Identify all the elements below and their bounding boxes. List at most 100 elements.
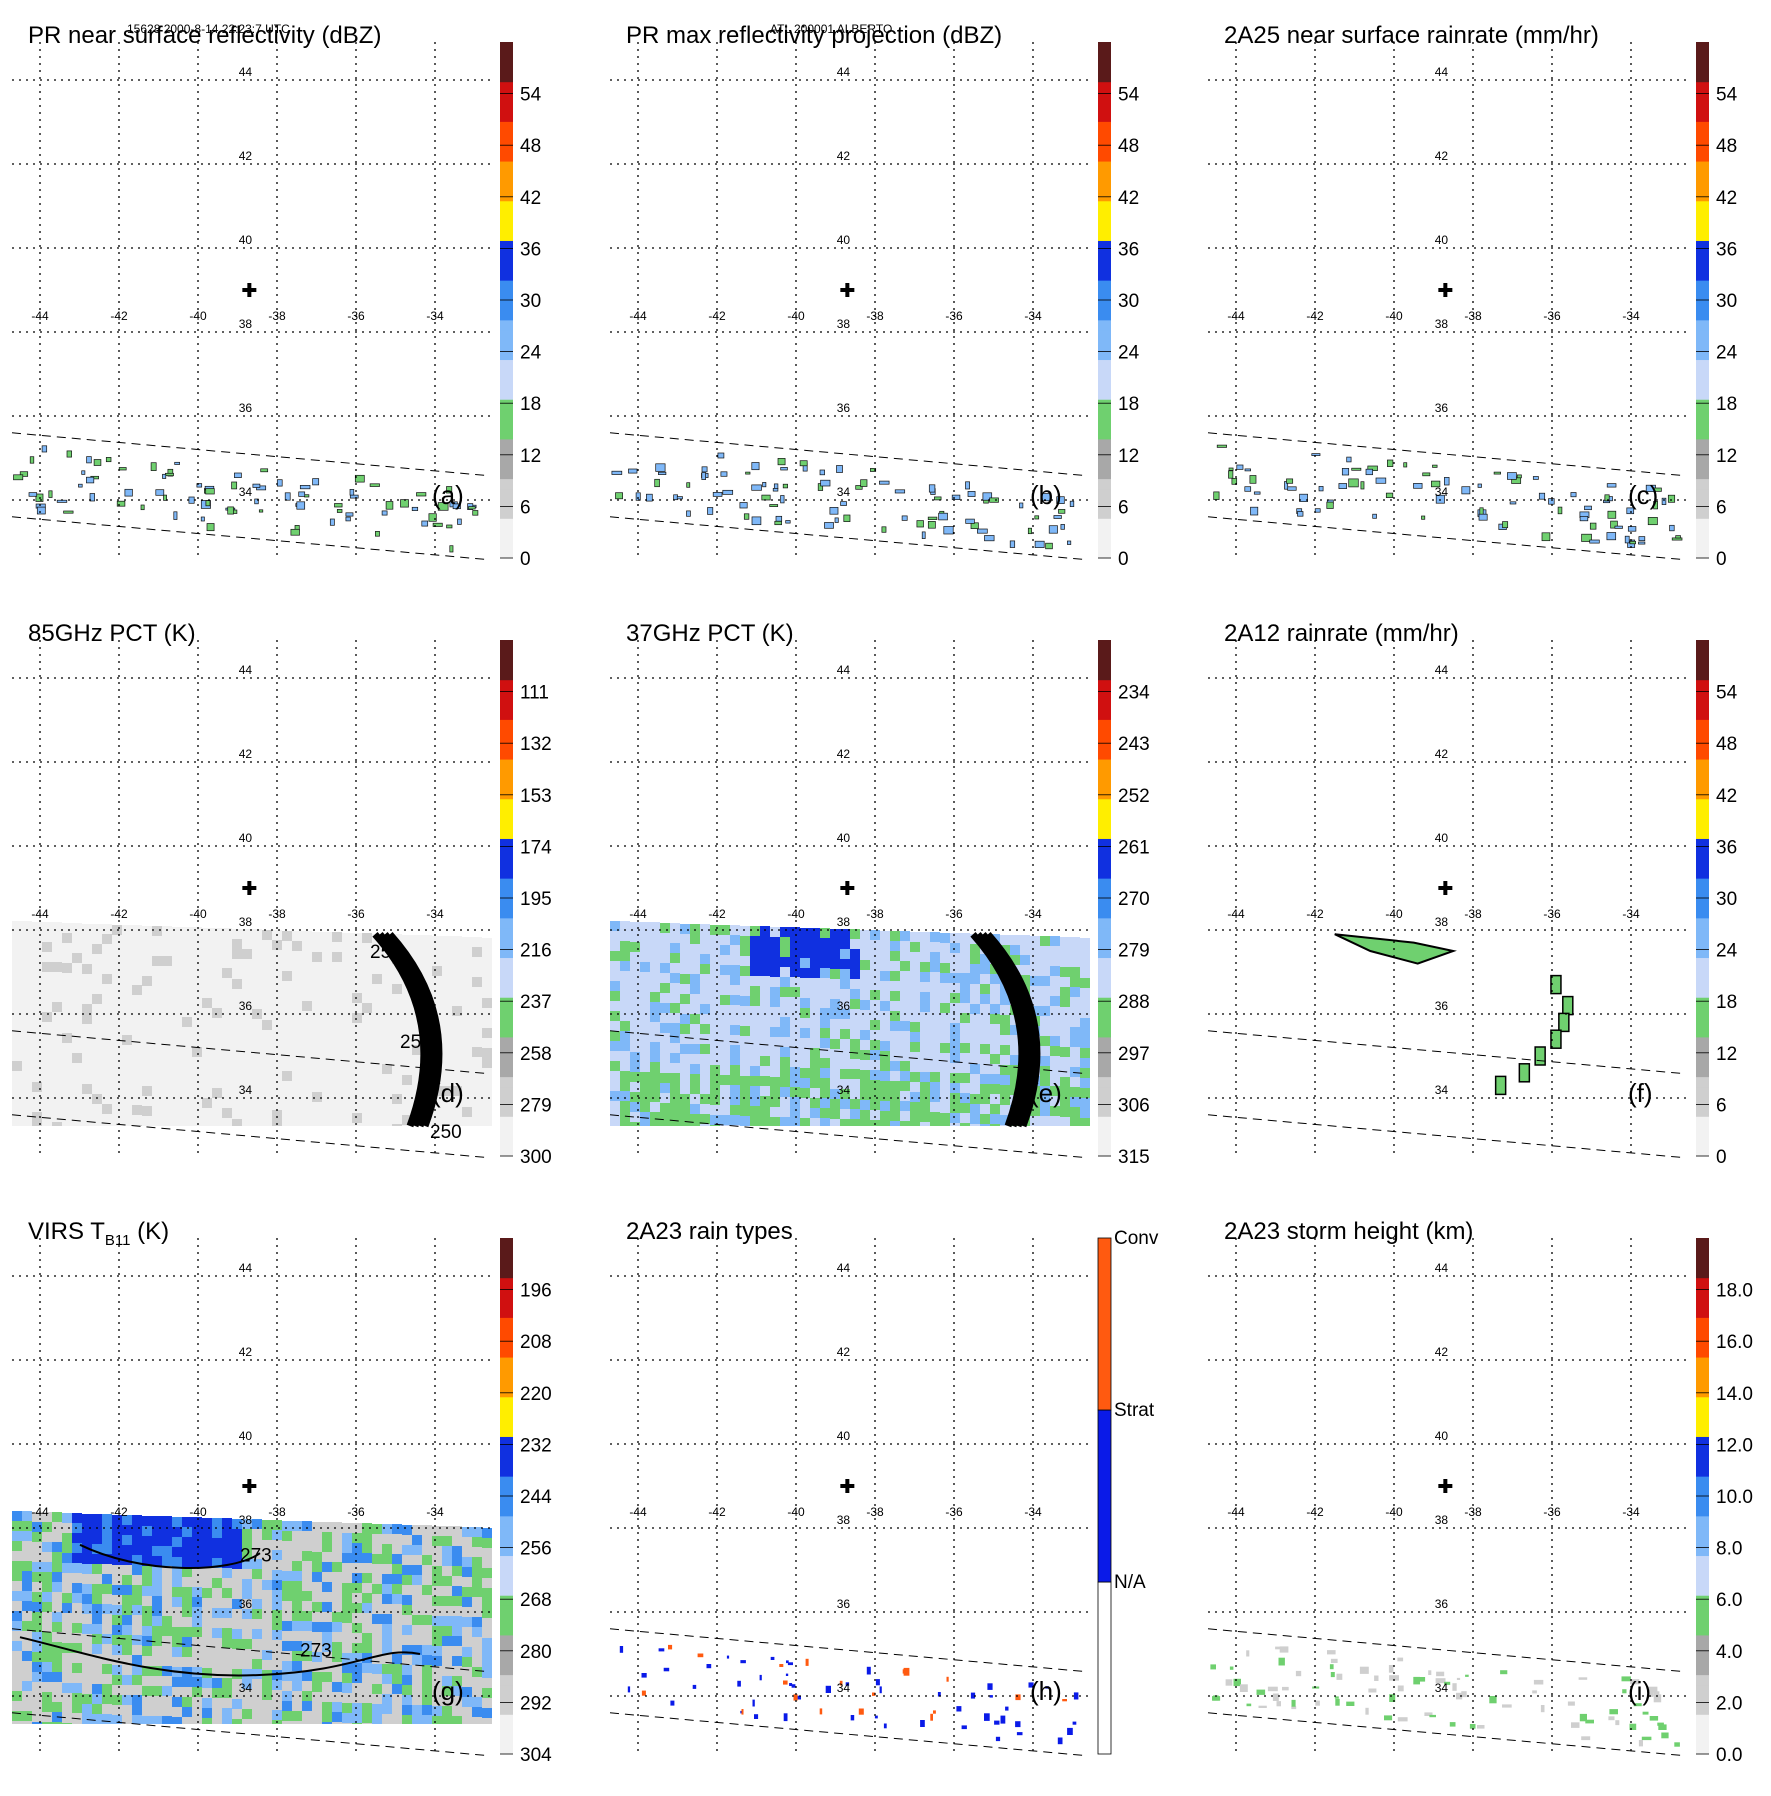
contour-label: 250 [400,1032,432,1053]
panel-title: 85GHz PCT (K) [28,620,196,647]
colorbar-step [1696,798,1709,810]
colorbar-step [500,339,513,351]
lon-tick-label: -36 [1543,309,1561,323]
colorbar-step [1696,739,1709,750]
colorbar-step [1696,788,1709,800]
colorbar-step [500,1347,513,1358]
panel-letter: (c) [1628,480,1659,510]
colorbar-step [1696,419,1709,430]
colorbar-step [500,1357,513,1368]
lon-tick-label: -36 [347,907,365,921]
colorbar-step [500,1714,513,1725]
lat-tick-label: 40 [239,831,253,845]
colorbar-step [500,769,513,780]
colorbar-step [1098,1076,1111,1088]
lat-tick-label: 34 [1435,485,1449,499]
colorbar-step [500,907,513,919]
colorbar-step [1696,1357,1709,1368]
colorbar-step [500,1238,513,1249]
colorbar-step [500,329,513,341]
colorbar-step [1696,1367,1709,1378]
colorbar-step [500,1525,513,1537]
colorbar-step [1696,1136,1709,1147]
colorbar-step [1696,319,1709,331]
colorbar-step [500,548,513,559]
colorbar-step [1696,200,1709,212]
lat-tick-label: 40 [837,1429,851,1443]
colorbar-step [1696,749,1709,760]
panel-letter: (f) [1628,1078,1653,1108]
colorbar-step [1098,180,1111,192]
colorbar-step [1696,927,1709,939]
colorbar-step [1098,878,1111,889]
colorbar-step [500,498,513,509]
colorbar-step [1696,1116,1709,1127]
lon-tick-label: -44 [31,1505,49,1519]
colorbar-tick-label: 111 [520,683,549,704]
colorbar-step [500,1297,513,1308]
swath-edge-line [1207,1712,1685,1757]
colorbar-step [1696,81,1709,93]
colorbar-step [1098,898,1111,909]
lat-tick-label: 40 [1435,1429,1449,1443]
colorbar-step [1696,888,1709,899]
panel-letter: (i) [1628,1676,1652,1706]
lat-tick-label: 34 [239,485,253,499]
colorbar-step [500,729,513,740]
colorbar-tick-label: 6 [1716,497,1727,518]
colorbar-step [1696,250,1709,261]
colorbar-step [500,1116,513,1127]
colorbar-tick-label: 315 [1118,1147,1150,1168]
swath-edge-line [1207,1114,1685,1159]
colorbar-step [500,987,513,998]
colorbar-step [500,309,513,321]
colorbar-step [500,818,513,830]
colorbar-step [500,1247,513,1259]
colorbar-tick-label: 42 [520,188,541,209]
colorbar-step [1696,240,1709,251]
colorbar-step [1696,759,1709,770]
colorbar-step [1696,91,1709,103]
colorbar-step [1098,91,1111,103]
colorbar-step [1098,399,1111,410]
colorbar-step [500,61,513,73]
colorbar-tick-label: 0 [1118,549,1129,570]
colorbar-step [1098,339,1111,351]
colorbar-step [1098,210,1111,222]
colorbar-step [1696,230,1709,241]
colorbar-step [500,399,513,410]
colorbar-step [1098,300,1111,311]
colorbar-step [1098,947,1111,959]
colorbar-step [1696,1027,1709,1038]
colorbar-step [1696,987,1709,998]
panel-g-plot: -44 -42 -40 -38 -36 -34 44 42 40 38 36 34 304 292 280 2… [11,1238,552,1766]
colorbar-step [1098,838,1111,849]
lon-tick-label: -34 [1622,907,1640,921]
swath-edge-line [609,1628,1087,1673]
lon-tick-label: -44 [31,907,49,921]
colorbar-step [1696,131,1709,142]
colorbar-step [1696,1744,1709,1755]
colorbar-tick-label: 306 [1118,1095,1150,1116]
panel-title: PR max reflectivity projection (dBZ) [626,22,1003,49]
colorbar-step [500,739,513,750]
colorbar-step [1098,260,1111,271]
lat-tick-label: 44 [239,663,253,677]
colorbar-step [1696,1525,1709,1537]
colorbar-step [1098,488,1111,499]
colorbar-step [1696,161,1709,172]
lat-tick-label: 38 [837,915,851,929]
colorbar-step [1696,399,1709,410]
colorbar-step [500,101,513,112]
colorbar-step [1696,280,1709,291]
colorbar-step [500,1317,513,1328]
lon-tick-label: -38 [866,309,884,323]
colorbar-step [1696,369,1709,380]
colorbar-step [500,250,513,261]
lat-tick-label: 36 [837,999,851,1013]
colorbar-tick-label: 234 [1118,683,1150,704]
colorbar-tick-label: 300 [520,1147,552,1168]
colorbar-step [1696,1238,1709,1249]
panel-c: -44 -42 -40 -38 -36 -34 44 42 40 38 36 34 0 6 12 18 24 30… [1196,0,1771,600]
colorbar-step [1696,180,1709,192]
